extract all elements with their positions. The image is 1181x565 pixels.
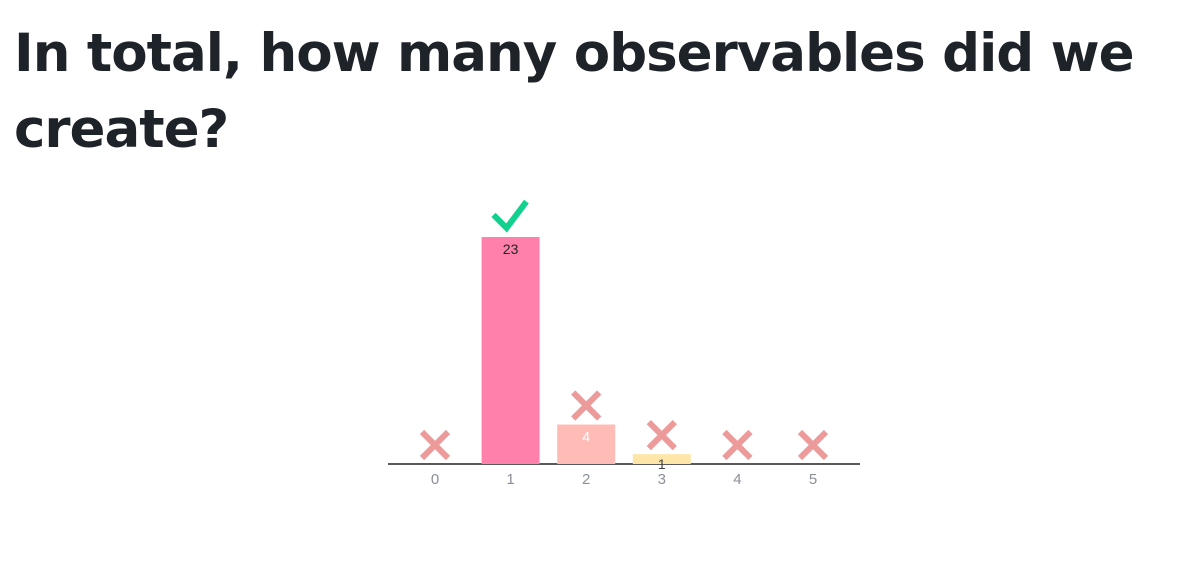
- x-tick-label-5: 5: [809, 471, 817, 488]
- value-label-3: 1: [658, 456, 666, 472]
- cross-icon: [571, 390, 602, 421]
- bar-3: [632, 454, 691, 464]
- cross-icon: [722, 429, 753, 461]
- cross-icon: [646, 420, 677, 451]
- bar-2: [557, 424, 616, 464]
- value-label-2: 4: [582, 429, 590, 445]
- check-icon: [491, 199, 529, 233]
- value-label-1: 23: [503, 241, 519, 257]
- cross-icon: [419, 429, 451, 461]
- x-tick-label-2: 2: [582, 471, 590, 488]
- x-tick-label-3: 3: [658, 471, 666, 488]
- x-tick-label-1: 1: [506, 471, 514, 488]
- bar-1: [481, 237, 540, 464]
- x-tick-label-4: 4: [733, 471, 741, 488]
- x-tick-label-0: 0: [431, 471, 439, 488]
- cross-icon: [797, 429, 829, 461]
- question-title: In total, how many observables did we cr…: [14, 23, 1135, 160]
